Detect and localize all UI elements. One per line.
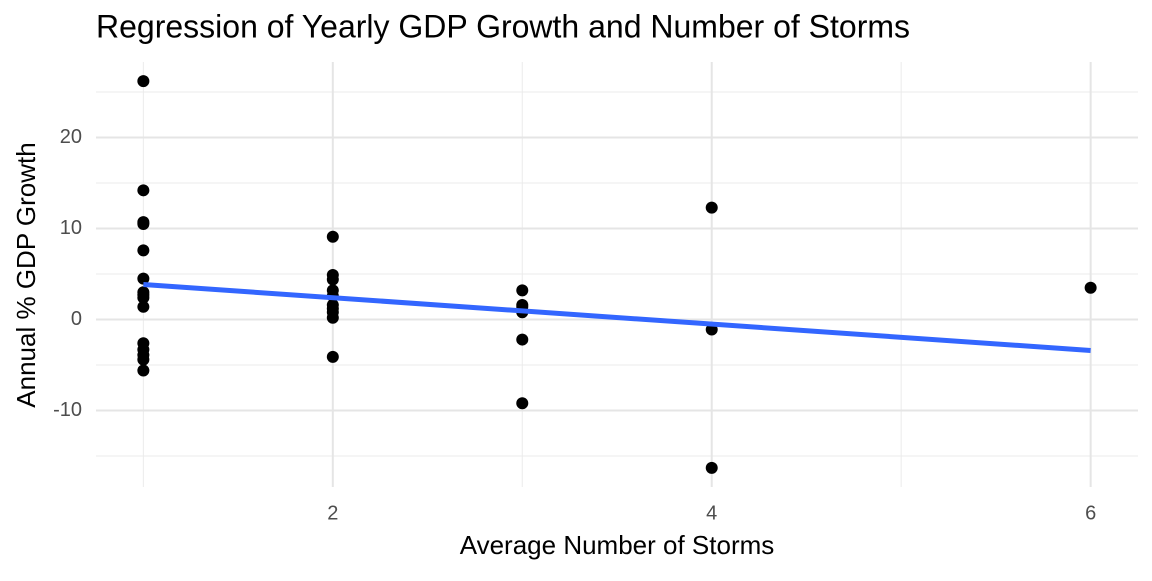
point bbox=[705, 201, 718, 214]
x-tick-label: 6 bbox=[1085, 502, 1096, 524]
point bbox=[137, 184, 150, 197]
point bbox=[137, 272, 150, 285]
point bbox=[326, 350, 339, 363]
point bbox=[516, 397, 529, 410]
point bbox=[137, 244, 150, 257]
x-axis-label: Average Number of Storms bbox=[460, 530, 775, 560]
point bbox=[137, 75, 150, 88]
y-axis-label: Annual % GDP Growth bbox=[11, 142, 41, 407]
point bbox=[1084, 281, 1097, 294]
point bbox=[137, 217, 150, 230]
point bbox=[137, 353, 150, 366]
y-tick-label: 10 bbox=[60, 217, 82, 239]
y-tick-label: -10 bbox=[53, 399, 82, 421]
y-tick-label: 0 bbox=[71, 308, 82, 330]
point bbox=[516, 284, 529, 297]
point bbox=[326, 311, 339, 324]
point bbox=[137, 364, 150, 377]
point bbox=[705, 461, 718, 474]
point bbox=[326, 273, 339, 286]
point bbox=[137, 291, 150, 304]
y-tick-label: 20 bbox=[60, 126, 82, 148]
point bbox=[516, 333, 529, 346]
x-tick-label: 4 bbox=[706, 502, 717, 524]
x-tick-label: 2 bbox=[327, 502, 338, 524]
regression-line bbox=[143, 282, 1091, 353]
chart-title: Regression of Yearly GDP Growth and Numb… bbox=[96, 8, 910, 44]
point bbox=[137, 300, 150, 313]
point bbox=[326, 230, 339, 243]
